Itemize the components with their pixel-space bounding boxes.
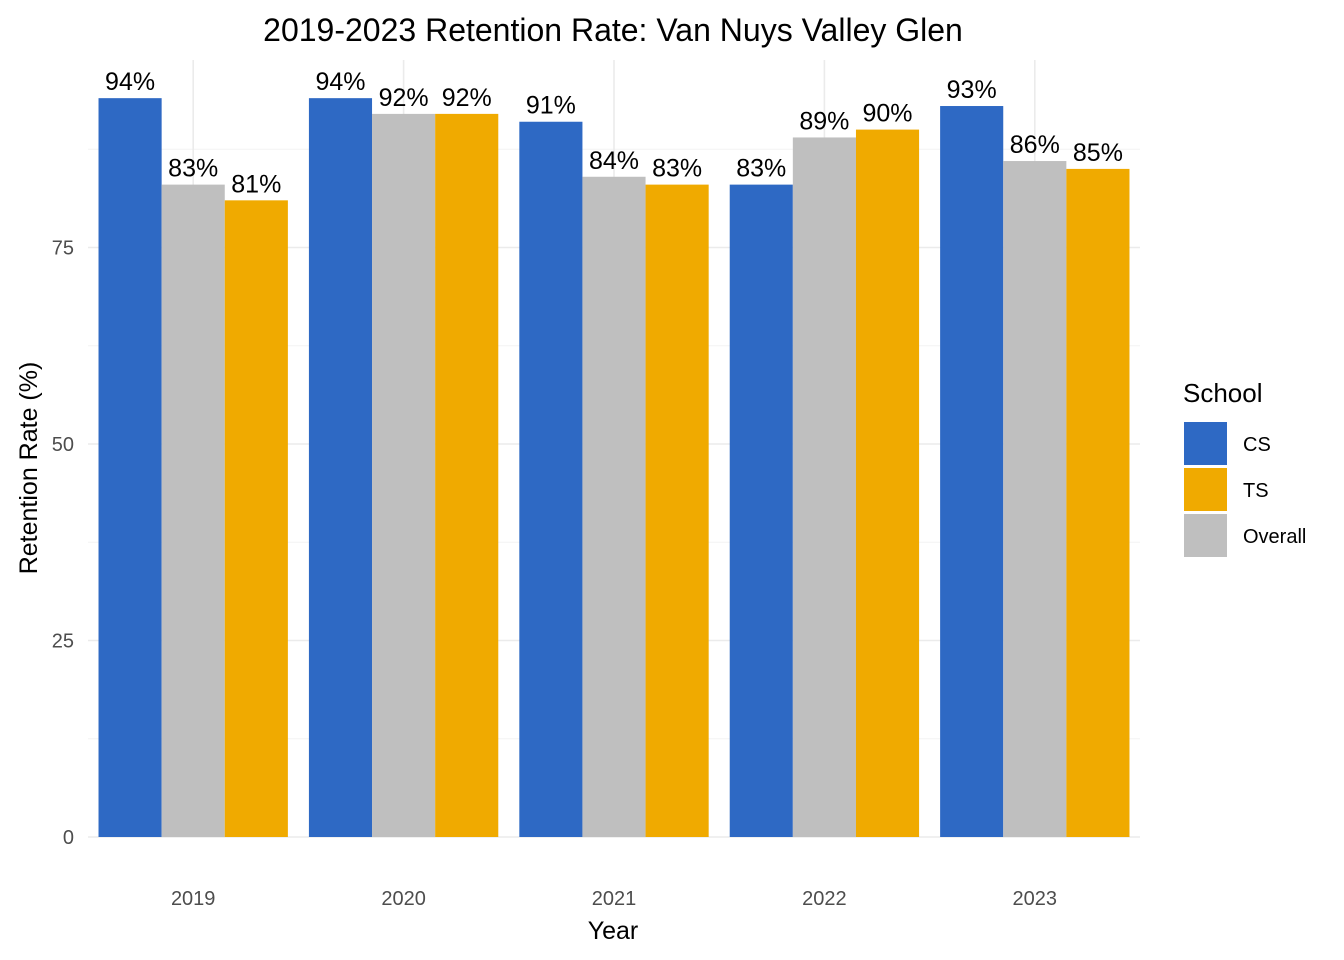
data-label-ts-2020: 92% xyxy=(442,84,492,112)
x-tick-label: 2019 xyxy=(171,888,216,910)
data-label-overall-2022: 89% xyxy=(799,107,849,135)
y-axis-title: Retention Rate (%) xyxy=(15,362,43,575)
x-tick-label: 2022 xyxy=(802,888,847,910)
x-axis-title: Year xyxy=(588,917,639,945)
y-tick-label: 0 xyxy=(63,827,74,849)
legend: School CS TS Overall xyxy=(1183,378,1306,557)
chart-title: 2019-2023 Retention Rate: Van Nuys Valle… xyxy=(263,12,963,48)
data-label-ts-2021: 83% xyxy=(652,155,702,183)
bar-cs-2019 xyxy=(98,98,162,837)
data-labels: 94% 83% 81% 94% 92% 92% 91% 84% 83% 83% 89% 90% 93% 8… xyxy=(105,68,1123,198)
legend-swatch-overall xyxy=(1184,514,1227,557)
bar-overall-2022 xyxy=(792,137,856,837)
bars xyxy=(98,98,1130,838)
data-label-cs-2020: 94% xyxy=(315,68,365,96)
x-tick-label: 2023 xyxy=(1013,888,1058,910)
data-label-cs-2022: 83% xyxy=(736,155,786,183)
data-label-overall-2019: 83% xyxy=(168,155,218,183)
data-label-ts-2019: 81% xyxy=(231,170,281,198)
data-label-overall-2023: 86% xyxy=(1010,131,1060,159)
x-tick-label: 2021 xyxy=(592,888,637,910)
axis-ticks: 0 25 50 75 2019 2020 2021 2022 2023 xyxy=(52,238,1057,911)
y-tick-label: 75 xyxy=(52,238,74,260)
bar-ts-2023 xyxy=(1066,168,1130,837)
bar-overall-2020 xyxy=(372,113,436,837)
bar-cs-2021 xyxy=(519,121,583,838)
bar-overall-2019 xyxy=(161,184,225,837)
legend-label-ts: TS xyxy=(1243,480,1269,502)
legend-label-overall: Overall xyxy=(1243,526,1306,548)
bar-overall-2023 xyxy=(1003,161,1067,838)
data-label-cs-2021: 91% xyxy=(526,92,576,120)
bar-ts-2022 xyxy=(855,129,920,838)
y-tick-label: 25 xyxy=(52,631,74,653)
data-label-cs-2019: 94% xyxy=(105,68,155,96)
bar-ts-2019 xyxy=(224,200,288,838)
bar-cs-2020 xyxy=(308,98,373,837)
x-tick-label: 2020 xyxy=(381,888,426,910)
data-label-ts-2022: 90% xyxy=(862,100,912,128)
data-label-cs-2023: 93% xyxy=(947,76,997,104)
legend-label-cs: CS xyxy=(1243,434,1271,456)
bar-ts-2020 xyxy=(435,113,499,837)
data-label-overall-2020: 92% xyxy=(379,84,429,112)
legend-title: School xyxy=(1183,378,1263,408)
data-label-overall-2021: 84% xyxy=(589,147,639,175)
legend-swatch-cs xyxy=(1184,422,1227,465)
bar-cs-2022 xyxy=(729,184,793,837)
y-tick-label: 50 xyxy=(52,434,74,456)
data-label-ts-2023: 85% xyxy=(1073,139,1123,167)
bar-ts-2021 xyxy=(645,184,709,837)
legend-swatch-ts xyxy=(1184,468,1227,511)
bar-overall-2021 xyxy=(582,176,646,837)
bar-cs-2023 xyxy=(940,106,1004,837)
